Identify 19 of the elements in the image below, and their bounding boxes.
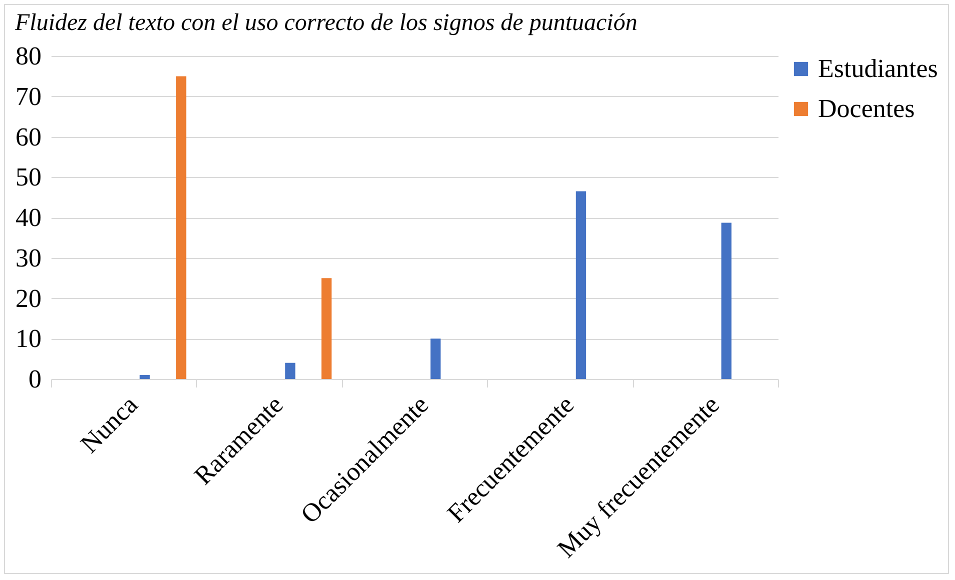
y-tick-label: 40 bbox=[16, 203, 42, 232]
y-tick-label: 10 bbox=[16, 324, 42, 354]
y-tick-label: 70 bbox=[16, 82, 42, 111]
y-tick-label: 30 bbox=[16, 243, 42, 272]
bar bbox=[430, 338, 441, 379]
y-tick-label: 0 bbox=[28, 364, 42, 394]
bar bbox=[176, 76, 186, 379]
chart-title: Fluidez del texto con el uso correcto de los signos de puntuación bbox=[14, 10, 638, 36]
y-tick-label: 50 bbox=[16, 162, 42, 192]
bar bbox=[140, 374, 150, 379]
bar bbox=[576, 191, 586, 379]
y-tick-label: 80 bbox=[16, 42, 42, 70]
bar bbox=[321, 278, 332, 379]
legend-label: Docentes bbox=[818, 94, 915, 123]
legend-label: Estudiantes bbox=[818, 54, 938, 83]
bar bbox=[721, 222, 732, 379]
bar bbox=[285, 362, 296, 379]
y-tick-label: 20 bbox=[16, 284, 42, 313]
y-tick-label: 60 bbox=[16, 122, 42, 152]
